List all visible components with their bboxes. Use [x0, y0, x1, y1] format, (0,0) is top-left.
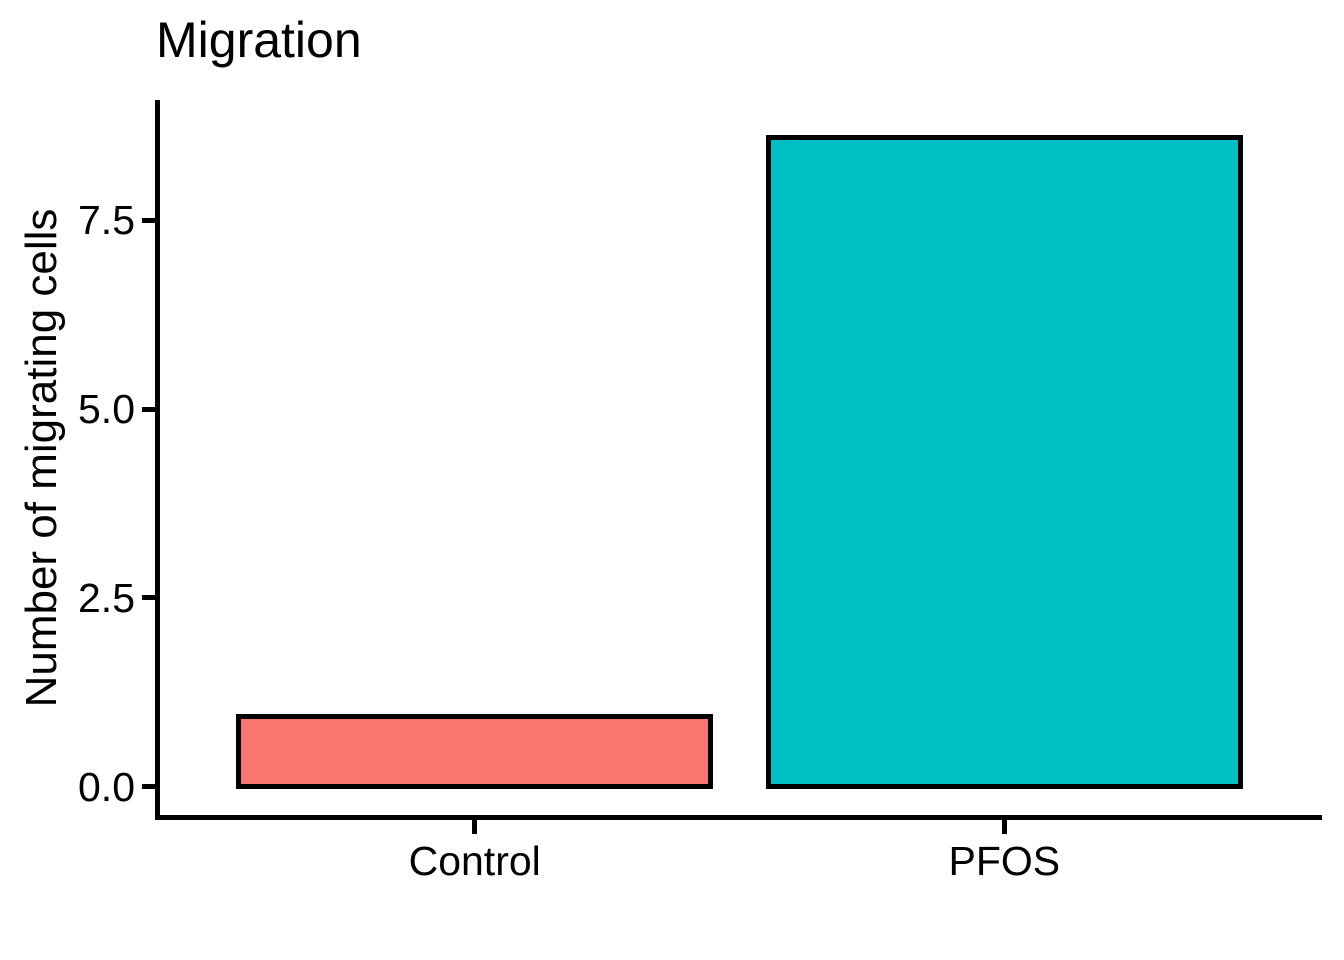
y-axis-title: Number of migrating cells — [17, 208, 66, 708]
y-tick-label: 5.0 — [78, 386, 135, 432]
y-tick-mark — [142, 784, 158, 790]
y-tick-label: 0.0 — [78, 763, 135, 810]
y-tick-mark — [142, 595, 158, 601]
x-tick-mark — [1001, 819, 1007, 834]
bar-control — [236, 714, 713, 790]
y-axis-line — [155, 100, 160, 820]
x-axis-line — [155, 815, 1322, 820]
y-tick-mark — [142, 217, 158, 223]
chart-title: Migration — [156, 12, 362, 68]
bar-pfos — [766, 134, 1243, 790]
x-axis-label-control: Control — [408, 838, 541, 884]
y-tick-mark — [142, 406, 158, 412]
x-tick-mark — [472, 819, 478, 834]
y-tick-label: 2.5 — [78, 574, 135, 621]
y-tick-label: 7.5 — [78, 197, 135, 244]
x-axis-label-pfos: PFOS — [948, 838, 1061, 884]
